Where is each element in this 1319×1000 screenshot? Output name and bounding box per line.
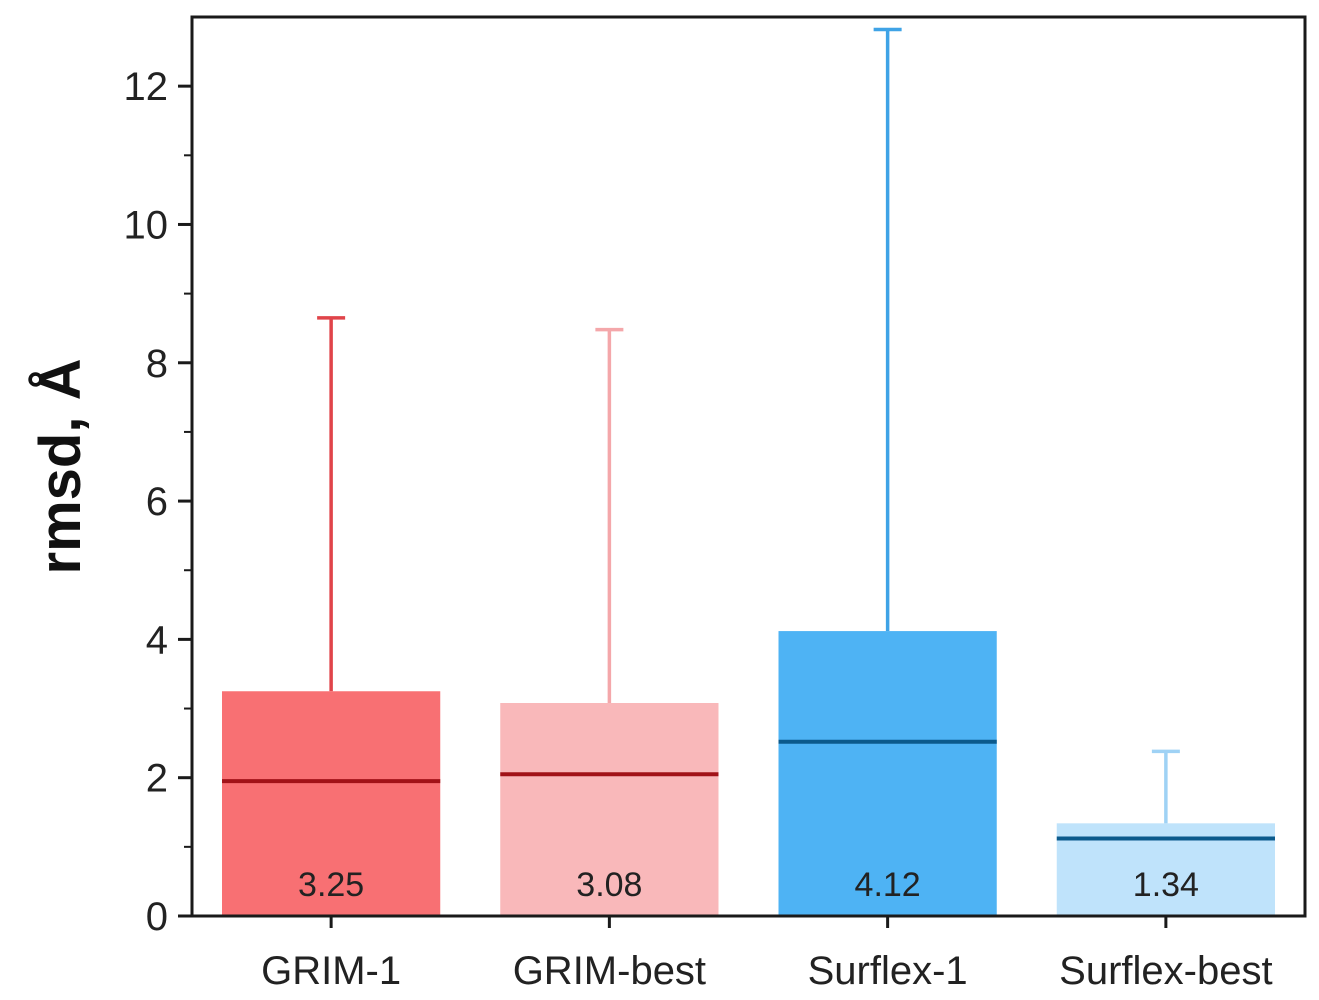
box-group-surflex-best: 1.34 [1056, 749, 1275, 916]
value-label: 3.08 [576, 866, 642, 904]
y-tick-label: 8 [146, 342, 168, 386]
y-tick-label: 2 [146, 757, 168, 801]
y-tick-label: 4 [146, 618, 168, 662]
y-axis-title: rmsd, Å [28, 359, 93, 575]
y-tick-label: 12 [124, 65, 169, 109]
x-category-label: Surflex-best [1059, 949, 1272, 993]
value-label: 4.12 [855, 866, 921, 904]
box-bar [500, 703, 719, 916]
value-label: 3.25 [298, 866, 364, 904]
box-group-surflex-1: 4.12 [778, 27, 997, 916]
y-axis: 0 2 4 6 8 10 12 [124, 65, 192, 939]
x-category-label: GRIM-best [513, 949, 706, 993]
y-tick-label: 0 [146, 895, 168, 939]
box-group-grim-best: 3.08 [500, 327, 719, 916]
plot-content: 3.25 3.08 4.12 1.34 [222, 27, 1275, 916]
y-tick-label: 6 [146, 480, 168, 524]
x-category-label: Surflex-1 [808, 949, 968, 993]
box-group-grim-1: 3.25 [222, 316, 441, 916]
x-axis: GRIM-1 GRIM-best Surflex-1 Surflex-best [261, 916, 1273, 993]
x-category-label: GRIM-1 [261, 949, 401, 993]
y-tick-label: 10 [124, 203, 169, 247]
box-bar [222, 691, 441, 916]
value-label: 1.34 [1133, 866, 1199, 904]
plot-frame [190, 15, 1307, 918]
box-bar [778, 631, 997, 916]
